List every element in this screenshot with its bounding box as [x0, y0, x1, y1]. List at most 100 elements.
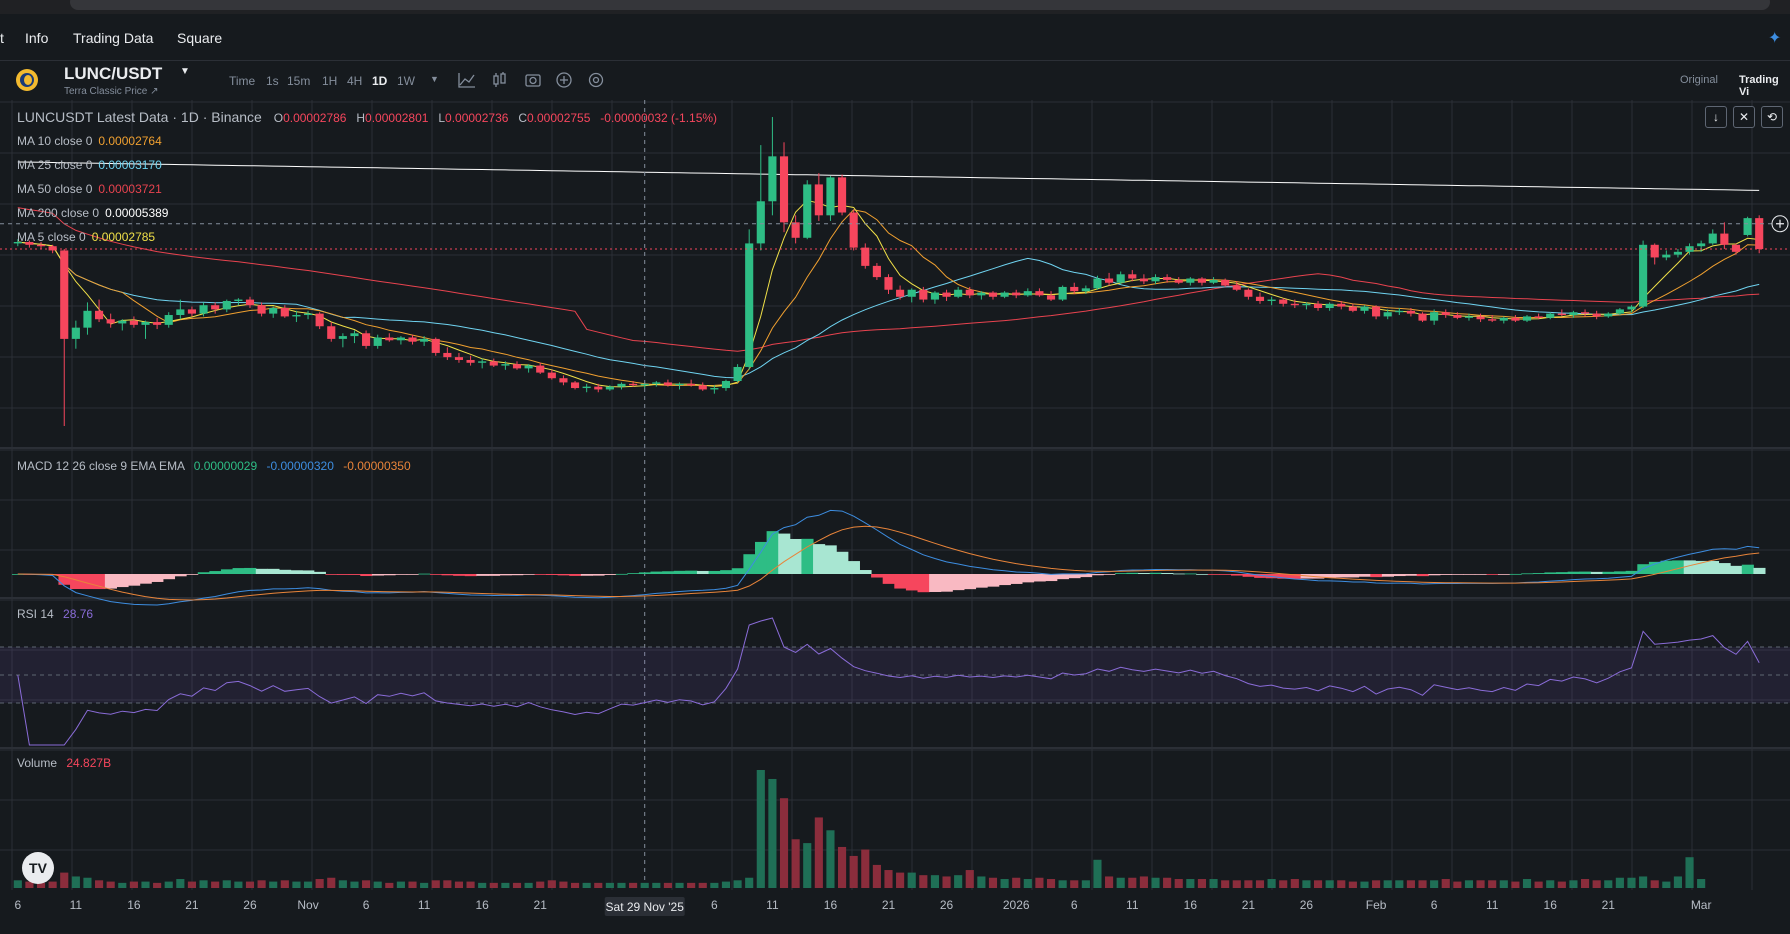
interval-4h[interactable]: 4H: [347, 74, 363, 88]
macd-histogram-bar: [128, 574, 141, 586]
macd-value: -0.00000320: [266, 459, 334, 473]
symbol-subtitle[interactable]: Terra Classic Price ↗: [64, 86, 159, 97]
macd-histogram-bar: [1393, 574, 1406, 577]
settings-icon[interactable]: [588, 72, 604, 88]
volume-bar: [362, 880, 371, 888]
volume-bar: [1267, 879, 1276, 888]
chart-area[interactable]: 6 11 16 21 26 Nov 6 11 16 21 16 11 16 21 26 2026 6 11 16 21…: [0, 100, 1790, 929]
volume-bar: [350, 881, 359, 888]
candle-body: [791, 222, 800, 238]
candle-body: [652, 382, 661, 384]
macd-histogram-bar: [720, 570, 733, 574]
volume-bar: [257, 880, 266, 888]
volume-bar: [930, 875, 940, 888]
candle-body: [1546, 313, 1555, 318]
candle-body: [164, 315, 173, 325]
volume-bar: [617, 882, 626, 888]
candle-body: [187, 309, 197, 314]
x-axis-tick-label: 11: [70, 898, 83, 912]
reset-button[interactable]: ⟲: [1761, 106, 1783, 128]
ma5-legend: MA 5 close 0 0.00002785: [17, 230, 155, 244]
ma10-legend: MA 10 close 0 0.00002764: [17, 134, 162, 148]
interval-1s[interactable]: 1s: [266, 74, 279, 88]
candle-body: [779, 156, 789, 223]
candle-body: [420, 338, 429, 342]
macd-histogram-bar: [1381, 574, 1395, 577]
symbol-pair[interactable]: LUNC/USDT: [64, 64, 163, 83]
nav-item-info[interactable]: Info: [25, 30, 49, 46]
candle-body: [373, 337, 382, 346]
volume-bar: [373, 881, 382, 888]
candle-body: [617, 383, 626, 387]
candle-body: [721, 381, 731, 389]
camera-icon[interactable]: [525, 74, 541, 87]
volume-bar: [60, 872, 69, 888]
volume-bar: [663, 882, 672, 888]
candle-body: [1685, 246, 1694, 252]
macd-histogram-bar: [1033, 574, 1046, 582]
macd-histogram-bar: [731, 568, 744, 574]
view-tradingview[interactable]: Trading Vi: [1739, 74, 1779, 98]
candle-body: [988, 292, 998, 297]
macd-histogram-bar: [395, 574, 408, 575]
chart-canvas[interactable]: 6 11 16 21 26 Nov 6 11 16 21 16 11 16 21 26 2026 6 11 16 21…: [0, 100, 1790, 929]
interval-15m[interactable]: 15m: [287, 74, 311, 88]
indicator-icon[interactable]: [458, 73, 475, 88]
add-alert-plus: [1776, 219, 1784, 228]
more-intervals-icon[interactable]: ▼: [430, 74, 439, 84]
candle-body: [1476, 316, 1485, 320]
macd-histogram-bar: [104, 574, 117, 589]
interval-1h[interactable]: 1H: [322, 74, 338, 88]
volume-bar: [1453, 881, 1462, 888]
volume-value: 24.827B: [66, 756, 112, 770]
candle-body: [1557, 313, 1566, 316]
symbol-dropdown-icon[interactable]: ▼: [180, 66, 190, 77]
macd-histogram-bar: [766, 531, 779, 574]
add-icon[interactable]: [556, 72, 572, 88]
candle-body: [1081, 288, 1090, 292]
candle-body: [594, 386, 603, 390]
macd-histogram-bar: [1614, 571, 1627, 574]
nav-item-trading-data[interactable]: Trading Data: [73, 30, 154, 46]
fullscreen-button[interactable]: ✕: [1733, 106, 1755, 128]
volume-bar: [907, 872, 916, 888]
macd-histogram-bar: [371, 574, 384, 576]
nav-item-square[interactable]: Square: [177, 30, 223, 46]
macd-histogram-bar: [406, 574, 419, 575]
volume-bar: [1070, 880, 1079, 888]
crosshair-date-label: Sat 29 Nov '25: [606, 900, 685, 914]
macd-histogram-bar: [859, 570, 872, 574]
candle-body: [1743, 218, 1752, 235]
scroll-down-button[interactable]: ↓: [1705, 106, 1727, 128]
view-original[interactable]: Original: [1680, 74, 1718, 86]
x-axis-tick-label: 26: [243, 898, 257, 912]
ma10-label: MA 10 close 0: [17, 134, 93, 148]
volume-bar: [605, 882, 614, 888]
candle-body: [1244, 289, 1253, 297]
volume-bar: [1511, 881, 1520, 888]
rsi-legend: RSI 14 28.76: [17, 607, 93, 621]
candle-body: [524, 365, 533, 369]
interval-1w[interactable]: 1W: [397, 74, 415, 88]
volume-bar: [1418, 880, 1427, 888]
nav-item-partial[interactable]: t: [0, 30, 4, 46]
candle-type-icon[interactable]: [493, 72, 506, 87]
macd-histogram-bar: [302, 570, 315, 574]
macd-histogram-bar: [1010, 574, 1023, 584]
interval-1d[interactable]: 1D: [372, 74, 388, 88]
candle-body: [13, 242, 22, 244]
volume-bar: [1569, 880, 1578, 888]
interval-time[interactable]: Time: [229, 74, 256, 88]
macd-histogram-bar: [279, 569, 292, 574]
macd-histogram-bar: [1753, 567, 1766, 574]
volume-bar: [1499, 880, 1508, 888]
candle-body: [443, 352, 452, 358]
volume-bar: [803, 843, 812, 888]
ai-sparkle-icon[interactable]: ✦: [1768, 30, 1782, 47]
address-bar[interactable]: [70, 0, 1770, 10]
macd-histogram-bar: [604, 574, 617, 575]
macd-histogram-bar: [894, 574, 907, 589]
volume-bar: [1697, 879, 1706, 888]
ma200-label: MA 200 close 0: [17, 206, 100, 220]
candle-body: [36, 244, 46, 247]
